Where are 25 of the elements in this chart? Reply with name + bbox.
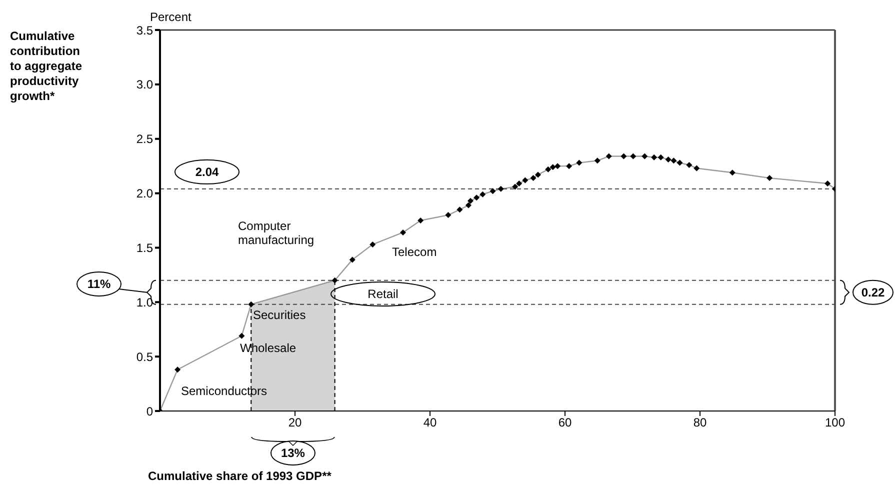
y-tick-label: 2.0 <box>136 186 154 201</box>
ref-line-label: 2.04 <box>195 164 219 179</box>
x-tick-label: 40 <box>423 416 437 430</box>
y-axis-title: Cumulative contribution to aggregate productivity growth* <box>10 29 82 103</box>
y-tick-label: 0.5 <box>136 350 154 364</box>
y-tick-label: 1.5 <box>136 240 154 255</box>
annotation: Wholesale <box>240 341 296 355</box>
x-tick-label: 100 <box>824 416 846 430</box>
annotation: Computer manufacturing <box>238 219 314 247</box>
y-tick-label: 3.5 <box>136 23 154 38</box>
annotation: Retail <box>368 287 398 301</box>
x-tick-label: 20 <box>288 416 302 430</box>
text: 0.22 <box>861 285 885 300</box>
x-tick-label: 80 <box>693 416 707 430</box>
y-tick-label: 2.5 <box>136 132 154 146</box>
text: 13% <box>280 446 306 460</box>
text: Percent <box>150 10 192 24</box>
x-axis-title: Cumulative share of 1993 GDP** <box>148 469 332 483</box>
text: 11% <box>87 277 112 291</box>
annotation: Securities <box>253 308 306 322</box>
annotation: Telecom <box>392 245 437 259</box>
y-tick-label: 0 <box>146 404 154 418</box>
x-tick-label: 60 <box>558 416 572 430</box>
annotation: Semiconductors <box>181 384 268 398</box>
y-tick-label: 3.0 <box>136 78 154 92</box>
